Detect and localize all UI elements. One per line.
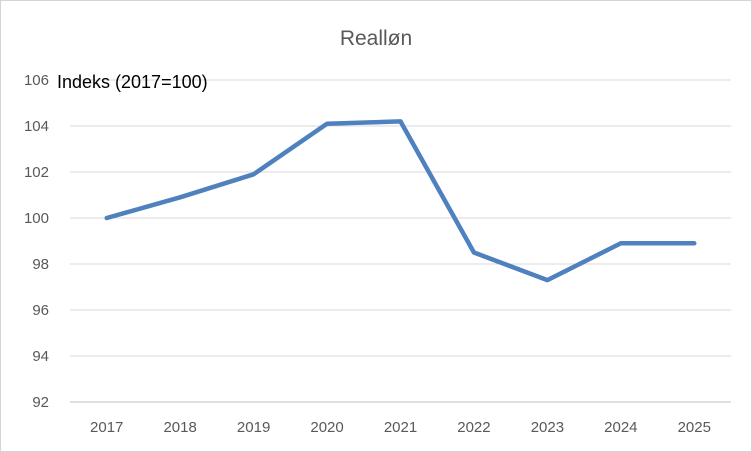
x-tick-label: 2021	[384, 419, 417, 436]
index-base-note: Indeks (2017=100)	[57, 72, 208, 92]
y-tick-label: 106	[24, 72, 49, 89]
chart-title: Realløn	[339, 27, 413, 50]
y-tick-label: 104	[24, 118, 49, 135]
x-tick-label: 2024	[604, 419, 637, 436]
y-tick-label: 102	[24, 164, 49, 181]
x-tick-label: 2019	[237, 419, 270, 436]
y-tick-label: 100	[24, 210, 49, 227]
y-tick-label: 94	[32, 348, 49, 365]
x-tick-label: 2017	[90, 419, 123, 436]
x-tick-label: 2023	[531, 419, 564, 436]
x-tick-label: 2018	[163, 419, 196, 436]
x-tick-label: 2022	[457, 419, 490, 436]
y-tick-label: 96	[32, 302, 49, 319]
y-tick-label: 92	[32, 394, 49, 411]
x-tick-label: 2020	[310, 419, 343, 436]
y-tick-label: 98	[32, 256, 49, 273]
x-tick-label: 2025	[678, 419, 711, 436]
data-line-series	[104, 119, 697, 283]
